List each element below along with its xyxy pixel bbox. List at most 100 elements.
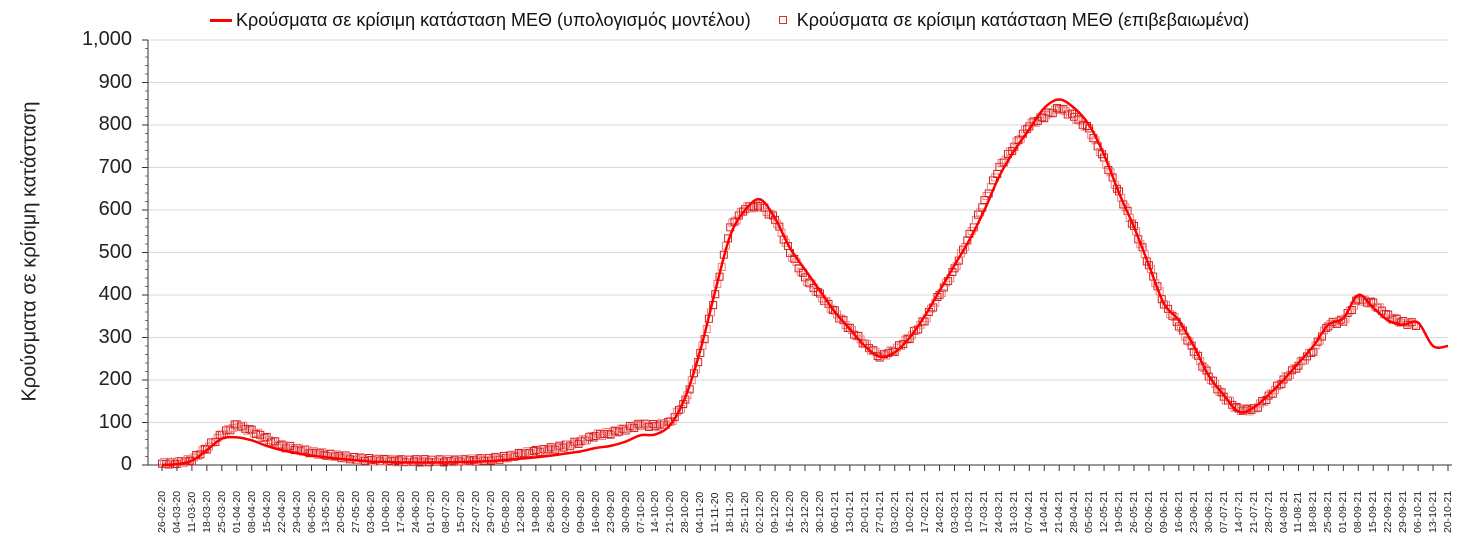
x-tick-label: 17-06-20 [395,490,408,533]
y-tick-label: 600 [98,198,132,220]
y-tick-label: 500 [98,240,132,263]
x-tick-label: 30-09-20 [619,490,632,533]
x-tick-label: 06-01-21 [828,490,841,533]
x-tick-label: 26-08-20 [544,490,557,533]
x-tick-label: 10-06-20 [380,490,393,533]
x-tick-label: 13-05-20 [320,490,333,533]
x-tick-label: 25-11-20 [739,491,752,533]
x-tick-label: 15-07-20 [455,490,468,533]
x-tick-label: 31-03-21 [1008,490,1021,533]
x-tick-label: 11-03-20 [185,491,198,533]
x-tick-label: 28-07-21 [1262,490,1275,533]
x-tick-label: 28-04-21 [1068,490,1081,533]
x-tick-label: 19-08-20 [529,490,542,533]
x-tick-label: 09-06-21 [1157,490,1170,533]
x-tick-label: 09-12-20 [769,490,782,533]
x-tick-label: 02-12-20 [754,490,767,533]
x-tick-label: 26-02-20 [156,490,168,533]
legend-item-confirmed: Κρούσματα σε κρίσιμη κατάσταση ΜΕΘ (επιβ… [778,9,1250,31]
y-tick-label: 400 [98,283,132,305]
x-tick-label: 04-08-21 [1277,490,1290,533]
x-tick-label: 02-06-21 [1142,490,1155,533]
y-tick-label: 900 [98,70,132,93]
x-tick-label: 11-08-21 [1292,491,1305,533]
x-tick-label: 23-09-20 [604,490,617,533]
x-tick-label: 19-05-21 [1113,490,1126,533]
y-tick-label: 300 [98,325,132,348]
x-tick-label: 25-08-21 [1322,490,1335,533]
x-tick-label: 03-02-21 [888,490,901,533]
x-tick-label: 21-10-20 [664,490,677,533]
x-tick-label: 23-12-20 [799,490,811,533]
legend: Κρούσματα σε κρίσιμη κατάσταση ΜΕΘ (υπολ… [210,6,1277,34]
x-tick-label: 16-12-20 [784,490,797,533]
x-tick-label: 22-04-20 [275,490,288,533]
y-tick-label: 100 [98,410,132,433]
x-tick-label: 12-08-20 [514,490,527,533]
x-tick-label: 07-04-21 [1023,490,1036,533]
x-tick-label: 22-09-21 [1382,490,1395,533]
x-tick-label: 24-02-21 [933,490,946,533]
x-tick-label: 14-07-21 [1232,490,1245,533]
x-tick-label: 27-01-21 [873,490,886,533]
x-tick-label: 25-03-20 [215,490,228,533]
x-tick-label: 04-11-20 [694,491,707,533]
x-tick-label: 17-02-21 [918,490,931,533]
x-tick-label: 09-09-20 [574,490,587,533]
x-tick-label: 21-04-21 [1053,490,1066,533]
x-tick-label: 14-10-20 [649,490,662,533]
x-tick-label: 22-07-20 [470,490,483,533]
y-tick-label: 0 [120,453,132,475]
x-tick-label: 10-02-21 [903,490,916,533]
model-series-line [161,98,1449,467]
x-tick-label: 05-08-20 [499,490,512,533]
x-tick-label: 29-09-21 [1397,490,1410,533]
x-tick-label: 28-10-20 [679,490,692,533]
x-tick-label: 03-03-21 [948,490,961,533]
y-tick-label: 800 [98,113,132,135]
x-tick-label: 21-07-21 [1247,490,1260,533]
x-tick-label: 13-01-21 [843,490,856,533]
x-tick-label: 30-12-20 [813,490,826,533]
x-tick-label: 15-09-21 [1367,490,1380,533]
x-tick-label: 29-07-20 [484,490,497,533]
x-tick-label: 12-05-21 [1098,490,1111,533]
x-tick-label: 01-09-21 [1337,490,1350,533]
x-tick-label: 01-07-20 [425,490,438,533]
legend-label-confirmed: Κρούσματα σε κρίσιμη κατάσταση ΜΕΘ (επιβ… [796,9,1250,30]
y-tick-label: 700 [98,155,132,178]
x-tick-label: 18-11-20 [724,491,737,533]
x-tick-label: 20-10-21 [1442,490,1454,533]
x-tick-label: 10-03-21 [963,490,976,533]
x-tick-label: 06-05-20 [305,490,318,533]
square-marker-icon [778,16,787,24]
x-tick-label: 24-03-21 [993,490,1006,533]
x-tick-label: 23-06-21 [1187,490,1200,533]
x-tick-label: 30-06-21 [1202,490,1215,533]
x-tick-label: 07-10-20 [634,490,647,533]
x-tick-label: 20-01-21 [858,490,871,533]
x-tick-label: 04-03-20 [170,490,183,533]
x-tick-label: 15-04-20 [260,490,273,533]
x-tick-label: 06-10-21 [1412,490,1425,533]
x-tick-label: 14-04-21 [1038,490,1051,533]
x-tick-label: 11-11-20 [709,492,722,533]
x-tick-label: 05-05-21 [1083,490,1096,533]
x-tick-label: 16-06-21 [1172,490,1185,533]
x-tick-label: 27-05-20 [350,490,363,533]
x-tick-label: 17-03-21 [978,490,991,533]
x-tick-label: 13-10-21 [1427,490,1440,533]
x-tick-label: 18-08-21 [1307,490,1320,533]
y-tick-label: 200 [98,368,132,390]
confirmed-series-markers [158,103,1420,469]
x-tick-label: 24-06-20 [410,490,423,533]
x-tick-label: 08-07-20 [440,490,453,533]
x-tick-label: 16-09-20 [589,490,602,533]
x-tick-label: 08-09-21 [1352,490,1365,533]
x-tick-label: 07-07-21 [1217,490,1230,533]
y-tick-label: 1,000 [81,28,132,50]
x-tick-label: 01-04-20 [230,490,243,533]
x-tick-label: 29-04-20 [290,490,303,533]
x-tick-label: 02-09-20 [559,490,572,533]
gridlines [148,39,1448,423]
